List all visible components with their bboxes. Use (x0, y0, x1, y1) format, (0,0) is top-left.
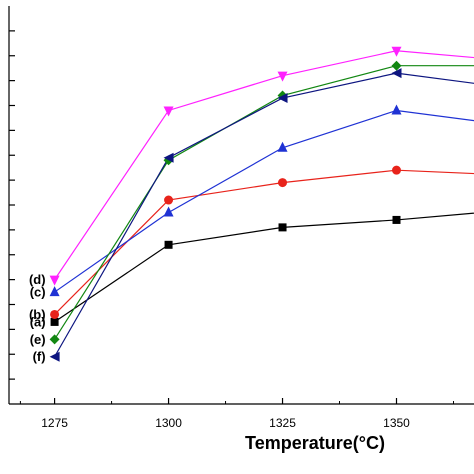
series-label: (c) (30, 285, 46, 300)
series-label: (a) (30, 314, 46, 329)
series-label: (e) (30, 332, 46, 347)
triangle-down-marker (49, 275, 60, 286)
circle-marker (278, 178, 288, 188)
triangle-up-marker (163, 206, 174, 217)
square-marker (50, 317, 59, 326)
circle-marker (50, 309, 60, 319)
triangle-left-marker (391, 68, 402, 79)
series-lines (54, 50, 474, 358)
series-labels: (a)(b) (c)(d) (e) (f) (29, 272, 46, 364)
triangle-up-marker (277, 141, 288, 152)
series-label: (f) (33, 349, 46, 364)
series-line-4 (54, 50, 474, 280)
axes: 1275 1300 1325 1350 (8, 6, 474, 430)
series-line-5 (54, 65, 474, 340)
series-line-6 (54, 72, 474, 358)
x-tick-label: 1300 (155, 416, 182, 430)
triangle-left-marker (163, 152, 174, 163)
x-axis-title: Temperature(°C) (245, 433, 385, 453)
triangle-down-marker (163, 106, 174, 117)
triangle-up-marker (49, 286, 60, 297)
square-marker (164, 240, 173, 249)
square-marker (278, 223, 287, 232)
triangle-left-marker (49, 351, 60, 362)
triangle-up-marker (391, 104, 402, 115)
diamond-marker (49, 334, 60, 345)
circle-marker (164, 195, 174, 205)
triangle-down-marker (391, 46, 402, 57)
series-line-1 (54, 212, 474, 323)
circle-marker (392, 165, 401, 175)
series-line-3 (54, 109, 474, 293)
series-label: (d) (29, 272, 46, 287)
triangle-left-marker (277, 93, 288, 104)
diamond-marker (391, 60, 402, 71)
series-markers (49, 46, 402, 362)
series-line-2 (54, 169, 474, 315)
x-tick-label: 1350 (383, 416, 410, 430)
x-tick-label: 1275 (41, 416, 68, 430)
x-tick-label: 1325 (269, 416, 296, 430)
square-marker (392, 215, 401, 224)
series-label: (b) (29, 307, 46, 322)
triangle-down-marker (277, 71, 288, 82)
